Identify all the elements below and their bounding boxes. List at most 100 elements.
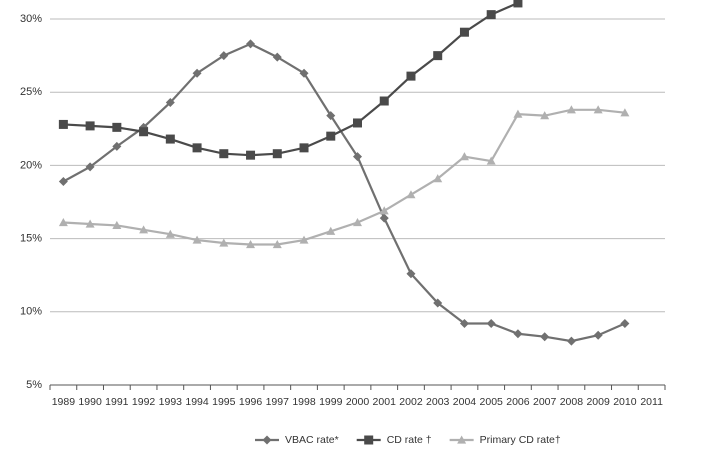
- legend-label: VBAC rate*: [285, 434, 339, 446]
- marker: [246, 239, 256, 249]
- marker: [379, 206, 389, 215]
- marker: [353, 218, 362, 227]
- marker: [540, 111, 550, 120]
- marker: [58, 218, 68, 227]
- x-tick-label: 1991: [105, 396, 129, 408]
- marker: [299, 143, 309, 153]
- marker: [620, 108, 630, 117]
- x-tick-label: 2002: [399, 396, 423, 408]
- x-tick-label: 1989: [52, 396, 76, 408]
- legend-item: VBAC rate*: [255, 434, 339, 446]
- y-tick-label: 30%: [20, 13, 42, 25]
- marker: [593, 330, 603, 340]
- x-tick-label: 2003: [426, 396, 450, 408]
- x-tick-label: 1996: [239, 396, 263, 408]
- x-tick-label: 1990: [78, 396, 102, 408]
- x-tick-label: 1999: [319, 396, 343, 408]
- marker: [112, 122, 122, 132]
- marker: [513, 0, 523, 8]
- marker: [379, 96, 389, 106]
- y-tick-label: 10%: [20, 306, 42, 318]
- x-tick-label: 2006: [506, 396, 530, 408]
- marker: [593, 105, 603, 114]
- marker: [513, 109, 523, 118]
- marker: [272, 149, 282, 159]
- x-tick-label: 1998: [292, 396, 316, 408]
- marker: [219, 238, 229, 247]
- marker: [326, 131, 336, 141]
- marker: [486, 156, 496, 165]
- marker: [566, 336, 576, 346]
- marker: [85, 121, 95, 131]
- marker: [219, 51, 229, 61]
- series-line: [62, 42, 626, 343]
- x-tick-label: 1992: [132, 396, 156, 408]
- legend-item: Primary CD rate†: [449, 434, 561, 446]
- marker: [379, 213, 389, 223]
- series-line: [63, 1, 519, 157]
- marker: [246, 150, 256, 160]
- marker: [326, 226, 336, 235]
- marker: [364, 435, 374, 445]
- marker: [433, 298, 443, 308]
- y-tick-label: 25%: [20, 86, 42, 98]
- marker: [353, 152, 362, 162]
- marker: [299, 235, 309, 244]
- marker: [459, 319, 469, 329]
- legend-item: CD rate †: [356, 434, 432, 446]
- legend-label: CD rate †: [387, 434, 432, 446]
- marker: [58, 177, 68, 187]
- marker: [192, 235, 202, 244]
- x-tick-label: 2010: [613, 396, 637, 408]
- marker: [486, 10, 496, 20]
- x-tick-label: 2009: [586, 396, 610, 408]
- marker: [353, 118, 362, 128]
- x-tick-label: 2004: [453, 396, 477, 408]
- marker: [192, 68, 202, 78]
- y-tick-label: 20%: [20, 159, 42, 171]
- x-tick-label: 2001: [373, 396, 397, 408]
- x-tick-label: 2007: [533, 396, 557, 408]
- marker: [262, 435, 272, 445]
- marker: [299, 68, 309, 78]
- x-tick-label: 2008: [560, 396, 584, 408]
- legend-label: Primary CD rate†: [480, 434, 561, 446]
- x-tick-label: 1997: [266, 396, 290, 408]
- marker: [459, 27, 469, 37]
- marker: [406, 71, 416, 81]
- marker: [406, 190, 416, 199]
- marker: [272, 52, 282, 62]
- marker: [540, 332, 550, 342]
- marker: [85, 162, 95, 172]
- marker: [139, 127, 149, 137]
- marker: [513, 329, 523, 339]
- marker: [457, 435, 467, 444]
- marker: [406, 269, 416, 279]
- marker: [272, 239, 282, 249]
- marker: [566, 105, 576, 114]
- marker: [433, 174, 443, 183]
- marker: [219, 149, 229, 159]
- marker: [165, 97, 175, 107]
- marker: [112, 141, 122, 151]
- marker: [192, 143, 202, 153]
- marker: [165, 229, 175, 238]
- y-tick-label: 5%: [26, 379, 42, 391]
- marker: [246, 39, 256, 49]
- x-tick-label: 2005: [480, 396, 504, 408]
- y-tick-label: 15%: [20, 233, 42, 245]
- x-tick-label: 1993: [159, 396, 183, 408]
- marker: [58, 119, 68, 129]
- x-tick-label: 2011: [640, 396, 663, 408]
- marker: [85, 219, 95, 228]
- x-tick-label: 2000: [346, 396, 370, 408]
- x-tick-label: 1994: [185, 396, 209, 408]
- series-line: [63, 108, 626, 246]
- marker: [165, 134, 175, 144]
- marker: [326, 111, 336, 121]
- marker: [433, 51, 443, 61]
- marker: [459, 152, 469, 161]
- marker: [486, 319, 496, 329]
- marker: [139, 225, 149, 234]
